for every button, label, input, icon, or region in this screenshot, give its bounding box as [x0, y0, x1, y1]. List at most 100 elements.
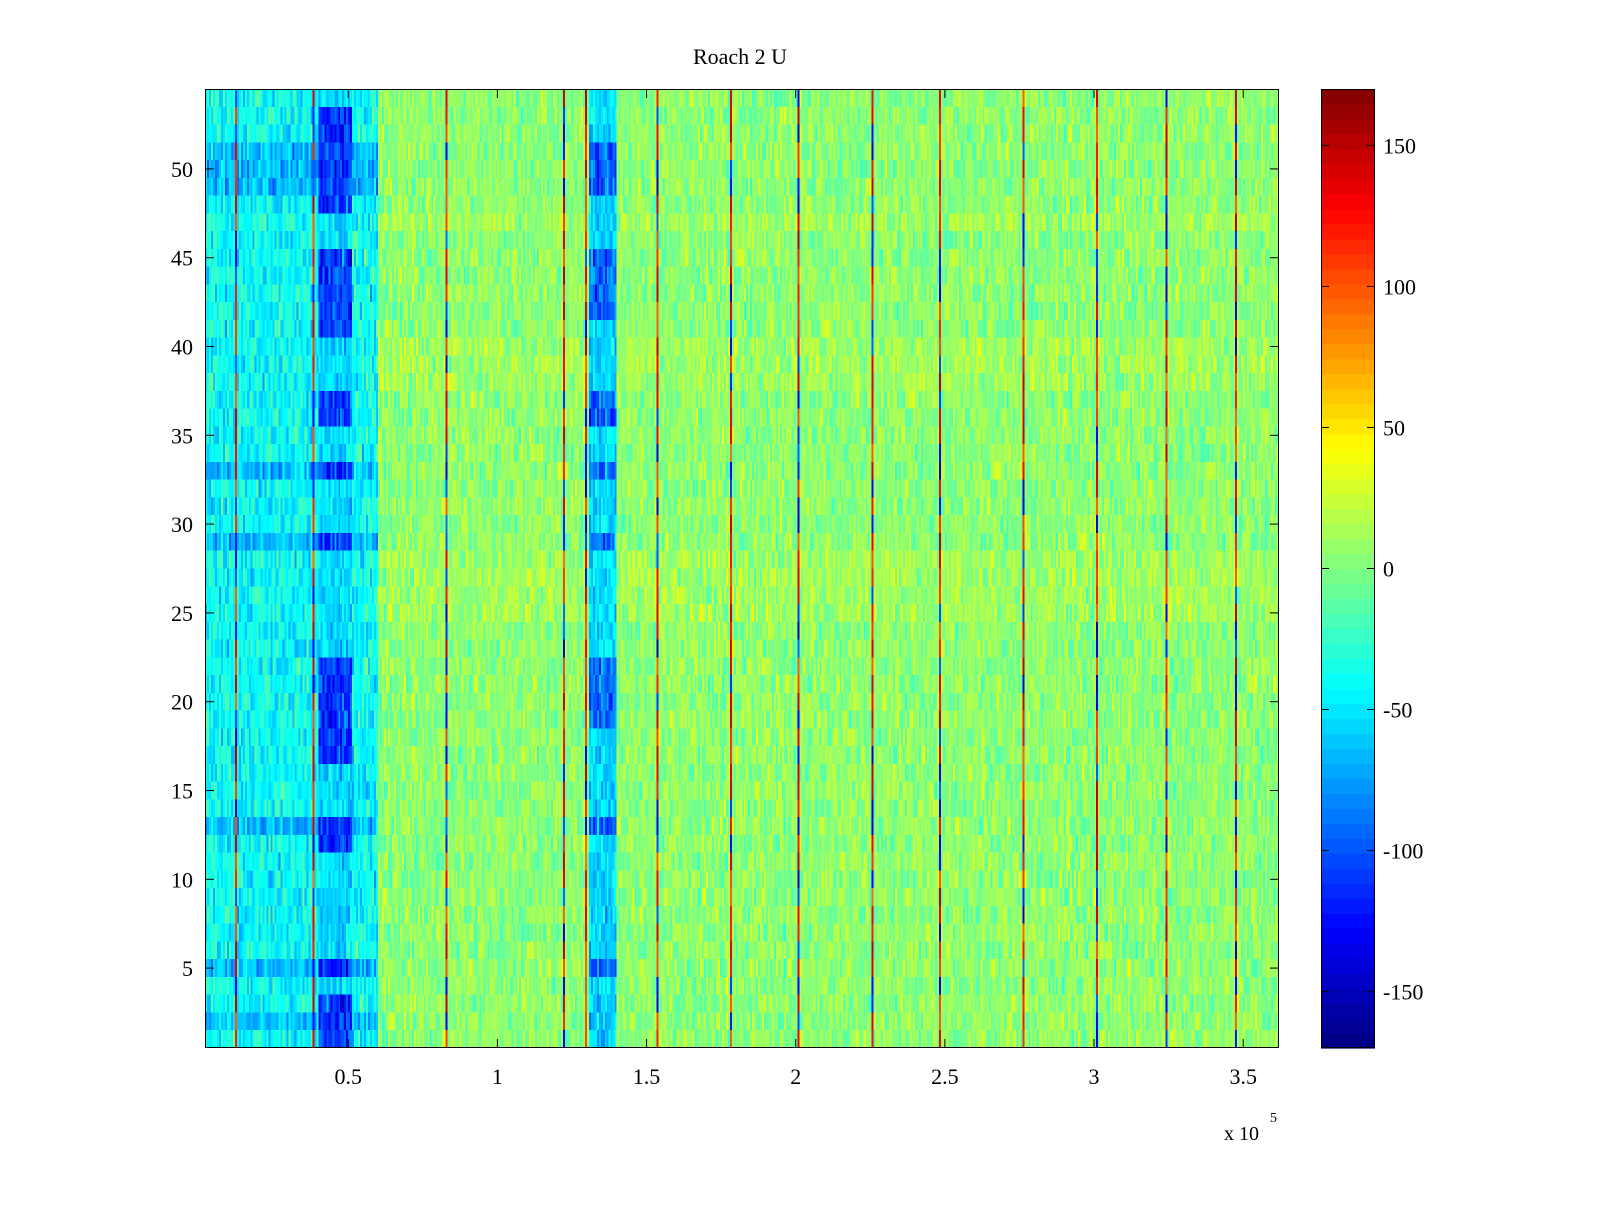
colorbar-segment — [1321, 583, 1375, 600]
colorbar-segment — [1321, 343, 1375, 360]
x-multiplier-exponent: 5 — [1270, 1111, 1277, 1126]
colorbar-segment — [1321, 733, 1375, 749]
x-tick-label: 1.5 — [633, 1064, 661, 1089]
colorbar-segment — [1321, 163, 1375, 180]
colorbar-segment — [1321, 763, 1375, 779]
colorbar-segment — [1321, 868, 1375, 884]
x-tick-label: 2 — [790, 1064, 801, 1089]
colorbar-segment — [1321, 598, 1375, 615]
colorbar-segment — [1321, 463, 1375, 480]
y-tick-label: 40 — [171, 335, 193, 360]
colorbar-tick-label: 150 — [1383, 133, 1416, 158]
colorbar-segment — [1321, 433, 1375, 450]
colorbar-segment — [1321, 508, 1375, 525]
y-tick-label: 20 — [171, 690, 193, 715]
colorbar-tick-label: 100 — [1383, 274, 1416, 299]
colorbar-segment — [1321, 808, 1375, 824]
colorbar-tick-label: -100 — [1383, 839, 1423, 864]
colorbar-segment — [1321, 283, 1375, 300]
colorbar-tick-label: 50 — [1383, 415, 1405, 440]
x-multiplier-label: x 10 — [1224, 1123, 1259, 1145]
colorbar-segment — [1321, 613, 1375, 630]
colorbar-segment — [1321, 673, 1375, 689]
y-tick-label: 15 — [171, 778, 193, 803]
colorbar-segment — [1321, 418, 1375, 435]
colorbar-tick-label: -50 — [1383, 698, 1412, 723]
colorbar-segment — [1321, 958, 1375, 974]
colorbar-segment — [1321, 238, 1375, 255]
colorbar-axis: 150 100 50 0 -50 -100 -150 — [1321, 133, 1423, 1005]
colorbar-segment — [1321, 208, 1375, 225]
colorbar-tick-label: 0 — [1383, 557, 1394, 582]
colorbar-segment — [1321, 823, 1375, 839]
colorbar-segment — [1321, 1003, 1375, 1019]
heatmap-plot — [205, 89, 1279, 1048]
colorbar-segment — [1321, 943, 1375, 959]
colorbar-segment — [1321, 838, 1375, 854]
colorbar-segment — [1321, 643, 1375, 660]
colorbar-segment — [1321, 178, 1375, 195]
x-axis: 0.5 1 1.5 2 2.5 3 3.5 — [334, 89, 1257, 1089]
y-tick-label: 10 — [171, 867, 193, 892]
y-axis: 5 10 15 20 25 30 35 40 45 50 — [171, 157, 1279, 981]
colorbar-segment — [1321, 973, 1375, 989]
x-tick-label: 3 — [1089, 1064, 1100, 1089]
colorbar-segment — [1321, 388, 1375, 405]
y-tick-label: 30 — [171, 512, 193, 537]
colorbar-segment — [1321, 373, 1375, 390]
colorbar-segment — [1321, 898, 1375, 914]
colorbar-segment — [1321, 568, 1375, 585]
colorbar-segment — [1321, 148, 1375, 165]
colorbar-segment — [1321, 523, 1375, 540]
colorbar-segment — [1321, 313, 1375, 330]
colorbar-segment — [1321, 103, 1375, 120]
colorbar-segment — [1321, 493, 1375, 510]
x-tick-label: 3.5 — [1229, 1064, 1257, 1089]
colorbar-segment — [1321, 118, 1375, 135]
colorbar-segment — [1321, 1033, 1375, 1049]
colorbar-segment — [1321, 718, 1375, 734]
y-tick-label: 5 — [182, 956, 193, 981]
colorbar-segment — [1321, 793, 1375, 809]
colorbar-segment — [1321, 478, 1375, 495]
x-tick-label: 2.5 — [931, 1064, 959, 1089]
colorbar-segment — [1321, 688, 1375, 704]
colorbar-segment — [1321, 538, 1375, 555]
colorbar-segment — [1321, 133, 1375, 150]
colorbar-segment — [1321, 403, 1375, 420]
colorbar-segment — [1321, 253, 1375, 270]
colorbar — [1321, 89, 1375, 1049]
colorbar-segment — [1321, 89, 1375, 105]
colorbar-segment — [1321, 778, 1375, 794]
colorbar-tick-label: -150 — [1383, 980, 1423, 1005]
y-tick-label: 50 — [171, 157, 193, 182]
colorbar-segment — [1321, 928, 1375, 944]
colorbar-segment — [1321, 883, 1375, 899]
colorbar-segment — [1321, 223, 1375, 240]
colorbar-segment — [1321, 628, 1375, 645]
colorbar-segment — [1321, 853, 1375, 869]
colorbar-segment — [1321, 988, 1375, 1004]
y-tick-label: 25 — [171, 601, 193, 626]
plot-frame — [205, 89, 1279, 1048]
chart-title: Roach 2 U — [693, 44, 787, 69]
colorbar-segment — [1321, 193, 1375, 210]
x-tick-label: 0.5 — [334, 1064, 362, 1089]
colorbar-segment — [1321, 448, 1375, 465]
y-tick-label: 35 — [171, 423, 193, 448]
heatmap-image — [205, 89, 1279, 1048]
colorbar-segment — [1321, 748, 1375, 764]
y-tick-label: 45 — [171, 246, 193, 271]
colorbar-segment — [1321, 268, 1375, 285]
colorbar-segment — [1321, 553, 1375, 570]
x-tick-label: 1 — [492, 1064, 503, 1089]
colorbar-segment — [1321, 658, 1375, 674]
colorbar-segment — [1321, 913, 1375, 929]
colorbar-segment — [1321, 358, 1375, 375]
colorbar-segment — [1321, 703, 1375, 719]
colorbar-segment — [1321, 1018, 1375, 1034]
colorbar-segment — [1321, 298, 1375, 315]
colorbar-segment — [1321, 328, 1375, 345]
